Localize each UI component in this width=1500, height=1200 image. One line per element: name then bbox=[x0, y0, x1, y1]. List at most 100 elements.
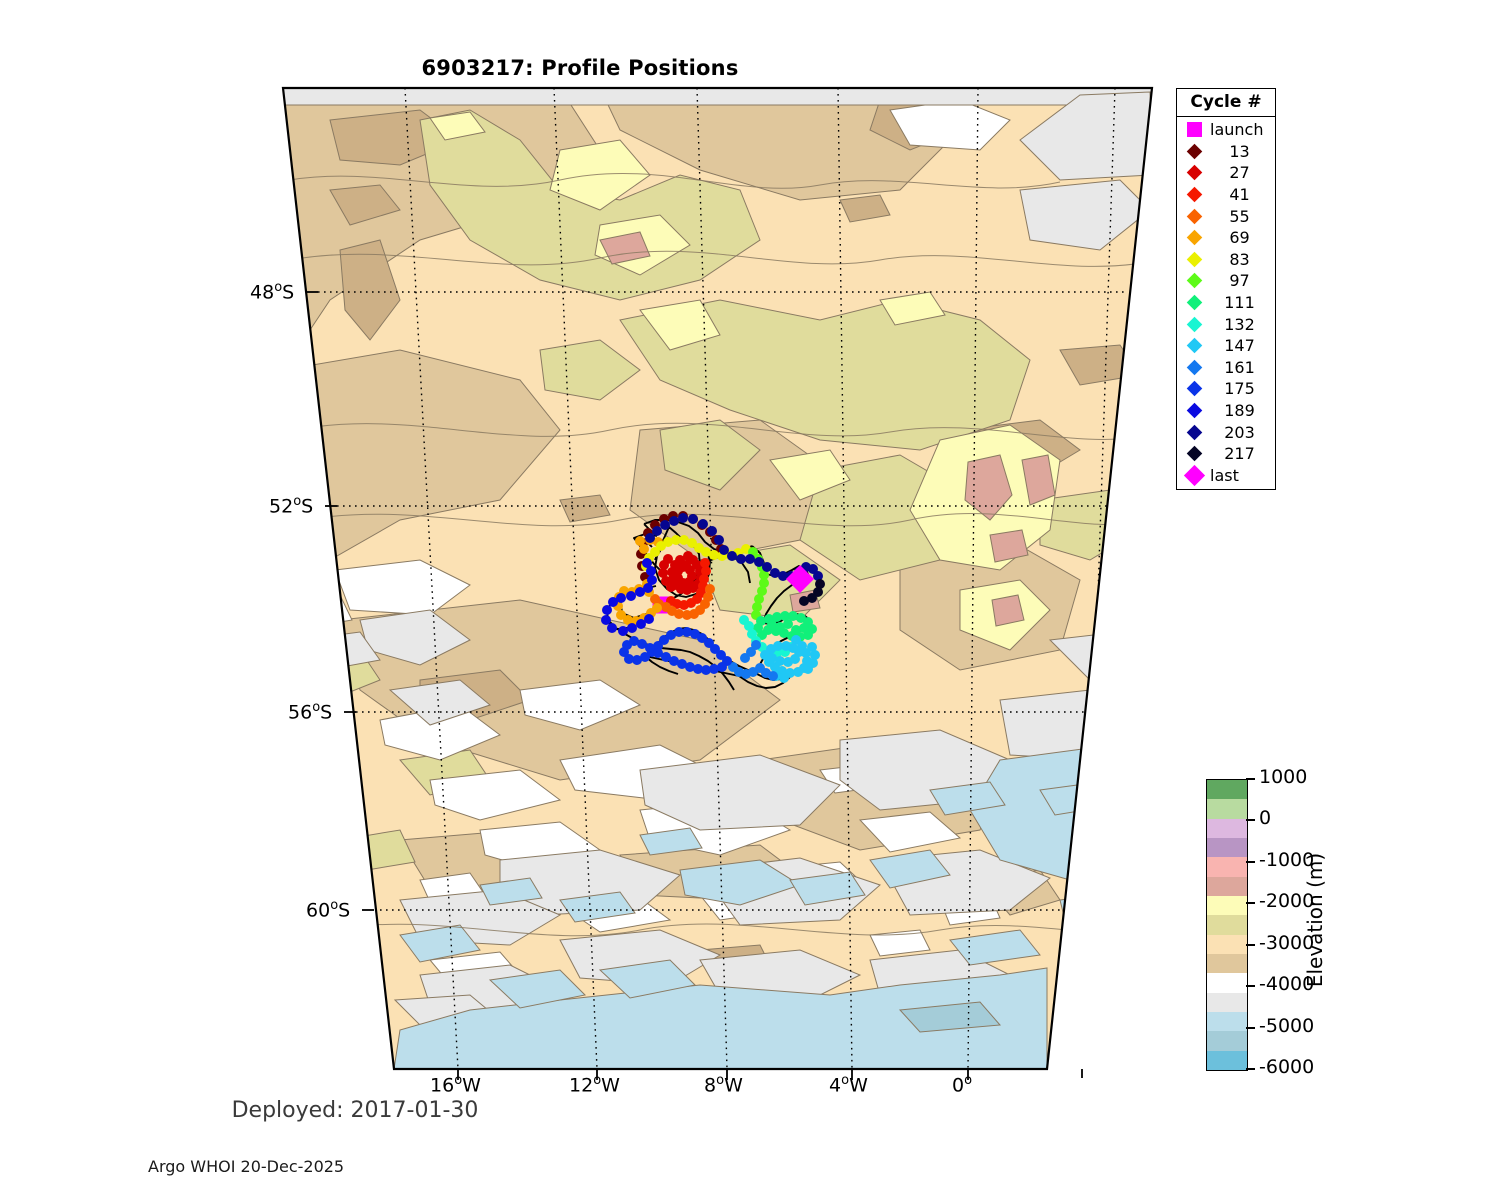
colorbar-band-10 bbox=[1207, 973, 1247, 993]
colorbar-band-6 bbox=[1207, 895, 1247, 916]
cycle-markers-189 bbox=[601, 558, 657, 636]
legend-item-41[interactable]: 41 bbox=[1177, 184, 1275, 206]
legend-marker-41-icon bbox=[1181, 186, 1207, 203]
colorbar-band-14 bbox=[1207, 1050, 1247, 1070]
legend-title: Cycle # bbox=[1177, 89, 1275, 117]
x-tick-3: 4oW bbox=[829, 1073, 868, 1097]
y-tick-3: 60oS bbox=[306, 898, 351, 922]
legend-marker-69-icon bbox=[1181, 229, 1207, 246]
y-tick-1: 52oS bbox=[269, 494, 314, 518]
legend-item-147[interactable]: 147 bbox=[1177, 335, 1275, 357]
legend-marker-189-icon bbox=[1181, 402, 1207, 419]
colorbar-band-12 bbox=[1207, 1011, 1247, 1032]
legend-item-97[interactable]: 97 bbox=[1177, 270, 1275, 292]
map-gridlines bbox=[318, 88, 1128, 1069]
legend-label-last: last bbox=[1210, 465, 1239, 485]
legend-item-27[interactable]: 27 bbox=[1177, 162, 1275, 184]
axis-tick-marks bbox=[306, 291, 1083, 1080]
legend-item-175[interactable]: 175 bbox=[1177, 378, 1275, 400]
cycle-markers-83 bbox=[641, 535, 751, 571]
cycle-markers-217 bbox=[799, 579, 825, 606]
colorbar-band-1 bbox=[1207, 799, 1247, 819]
colorbar-band-8 bbox=[1207, 934, 1247, 954]
legend-label-83: 83 bbox=[1229, 249, 1250, 269]
legend-label-launch: launch bbox=[1210, 120, 1264, 140]
cycle-markers-111 bbox=[753, 611, 817, 642]
colorbar-label-text: Elevation (m) bbox=[1303, 852, 1328, 988]
legend-item-189[interactable]: 189 bbox=[1177, 400, 1275, 422]
elevation-colorbar[interactable] bbox=[1206, 779, 1248, 1071]
x-tick-0: 16oW bbox=[430, 1073, 481, 1097]
legend-marker-132-icon bbox=[1181, 316, 1207, 332]
colorbar-ticks: 1000 0 -1000 -2000 -3000 -4000 -5000 -6000 bbox=[1246, 766, 1366, 1078]
x-tick-2: 8oW bbox=[704, 1073, 743, 1097]
colorbar-tick-label--5000: -5000 bbox=[1259, 1014, 1315, 1037]
legend-label-147: 147 bbox=[1224, 336, 1255, 356]
colorbar-band-13 bbox=[1207, 1031, 1247, 1051]
legend-item-last[interactable]: last bbox=[1177, 464, 1275, 487]
bathymetry-layer bbox=[283, 88, 1152, 1069]
legend-label-27: 27 bbox=[1229, 163, 1250, 183]
y-tick-2: 56oS bbox=[288, 700, 333, 724]
legend-item-55[interactable]: 55 bbox=[1177, 205, 1275, 227]
footer-credit: Argo WHOI 20-Dec-2025 bbox=[148, 1157, 345, 1176]
x-tick-4: 0o bbox=[952, 1073, 973, 1097]
colorbar-band-2 bbox=[1207, 818, 1247, 838]
legend-marker-last-icon bbox=[1181, 464, 1207, 486]
colorbar-tick-label--1000: -1000 bbox=[1259, 848, 1315, 871]
legend-item-launch[interactable]: launch bbox=[1177, 119, 1275, 141]
legend-marker-27-icon bbox=[1181, 165, 1207, 181]
legend-marker-launch-icon bbox=[1181, 122, 1207, 138]
legend-label-69: 69 bbox=[1229, 228, 1250, 248]
colorbar-band-9 bbox=[1207, 953, 1247, 974]
legend-label-97: 97 bbox=[1229, 271, 1250, 291]
colorbar-band-3 bbox=[1207, 837, 1247, 858]
colorbar-band-5 bbox=[1207, 876, 1247, 896]
colorbar-tick-label-0: 0 bbox=[1259, 807, 1272, 830]
legend-marker-111-icon bbox=[1181, 294, 1207, 311]
cycle-markers-175 bbox=[619, 627, 732, 675]
legend-item-203[interactable]: 203 bbox=[1177, 421, 1275, 443]
float-track bbox=[601, 511, 825, 691]
legend-label-41: 41 bbox=[1229, 185, 1250, 205]
legend-marker-97-icon bbox=[1181, 273, 1207, 289]
legend-label-203: 203 bbox=[1224, 422, 1255, 442]
legend-item-111[interactable]: 111 bbox=[1177, 292, 1275, 314]
legend-label-111: 111 bbox=[1224, 293, 1255, 313]
legend-label-13: 13 bbox=[1229, 141, 1250, 161]
legend-label-217: 217 bbox=[1224, 444, 1255, 464]
legend-item-13[interactable]: 13 bbox=[1177, 141, 1275, 163]
legend-items[interactable]: launch 13 27 41 55 69 83 97 111 132 147 161 175 189 20… bbox=[1177, 117, 1275, 489]
legend-item-217[interactable]: 217 bbox=[1177, 443, 1275, 465]
page-title: 6903217: Profile Positions bbox=[421, 56, 739, 80]
legend-marker-217-icon bbox=[1181, 445, 1207, 462]
colorbar-tick-label--2000: -2000 bbox=[1259, 890, 1315, 913]
colorbar-axis-label: Elevation (m) bbox=[1300, 770, 1330, 1070]
colorbar-tick-label--6000: -6000 bbox=[1259, 1056, 1315, 1078]
colorbar-band-7 bbox=[1207, 915, 1247, 935]
legend-item-69[interactable]: 69 bbox=[1177, 227, 1275, 249]
colorbar-band-4 bbox=[1207, 857, 1247, 877]
legend-marker-203-icon bbox=[1181, 424, 1207, 440]
cycle-markers-27 bbox=[658, 551, 706, 595]
legend-marker-175-icon bbox=[1181, 381, 1207, 397]
x-tick-1: 12oW bbox=[569, 1073, 620, 1097]
colorbar-band-11 bbox=[1207, 992, 1247, 1012]
legend-label-55: 55 bbox=[1229, 206, 1250, 226]
map-frame bbox=[281, 86, 1154, 1071]
cycle-legend[interactable]: Cycle # launch 13 27 41 55 69 83 97 111 132 147 161… bbox=[1176, 88, 1276, 491]
legend-item-132[interactable]: 132 bbox=[1177, 313, 1275, 335]
cycle-markers-147 bbox=[760, 635, 820, 683]
colorbar-tick-label--3000: -3000 bbox=[1259, 931, 1315, 954]
cycle-markers-161 bbox=[728, 640, 778, 681]
legend-label-132: 132 bbox=[1224, 314, 1255, 334]
deployed-text: Deployed: 2017-01-30 bbox=[231, 1098, 479, 1123]
legend-item-161[interactable]: 161 bbox=[1177, 357, 1275, 379]
legend-item-83[interactable]: 83 bbox=[1177, 249, 1275, 271]
legend-marker-147-icon bbox=[1181, 337, 1207, 354]
legend-marker-83-icon bbox=[1181, 251, 1207, 268]
last-marker bbox=[786, 565, 814, 593]
y-tick-0: 48oS bbox=[250, 280, 295, 304]
